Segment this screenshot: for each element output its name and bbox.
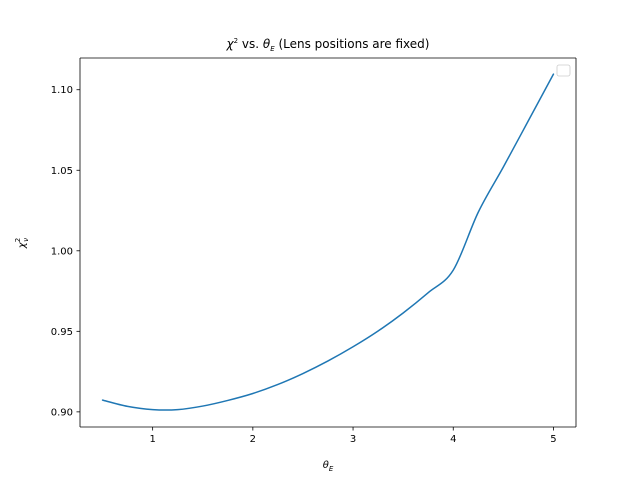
x-tick-label: 3 — [350, 434, 356, 445]
series-line — [101, 73, 555, 411]
legend — [556, 64, 571, 77]
plot-area — [80, 58, 576, 427]
plot-frame — [79, 57, 577, 428]
y-tick-label: 0.95 — [51, 327, 73, 338]
y-axis-label: χ2ν — [14, 238, 30, 249]
chart-title: χ2 vs. θE (Lens positions are fixed) — [226, 37, 430, 53]
x-axis-label: θE — [323, 460, 334, 473]
series-layer — [101, 73, 555, 411]
y-tick-label: 1.10 — [51, 85, 73, 96]
x-tick-label: 4 — [450, 434, 456, 445]
y-axis-ticks: 0.90 0.95 1.00 1.05 1.10 — [51, 85, 80, 418]
y-tick-label: 0.90 — [51, 407, 73, 418]
legend-box — [556, 64, 571, 77]
y-tick-label: 1.00 — [51, 246, 73, 257]
x-tick-label: 2 — [250, 434, 256, 445]
x-tick-label: 5 — [550, 434, 556, 445]
y-tick-label: 1.05 — [51, 166, 73, 177]
x-tick-label: 1 — [149, 434, 155, 445]
x-axis-ticks: 1 2 3 4 5 — [149, 427, 557, 445]
